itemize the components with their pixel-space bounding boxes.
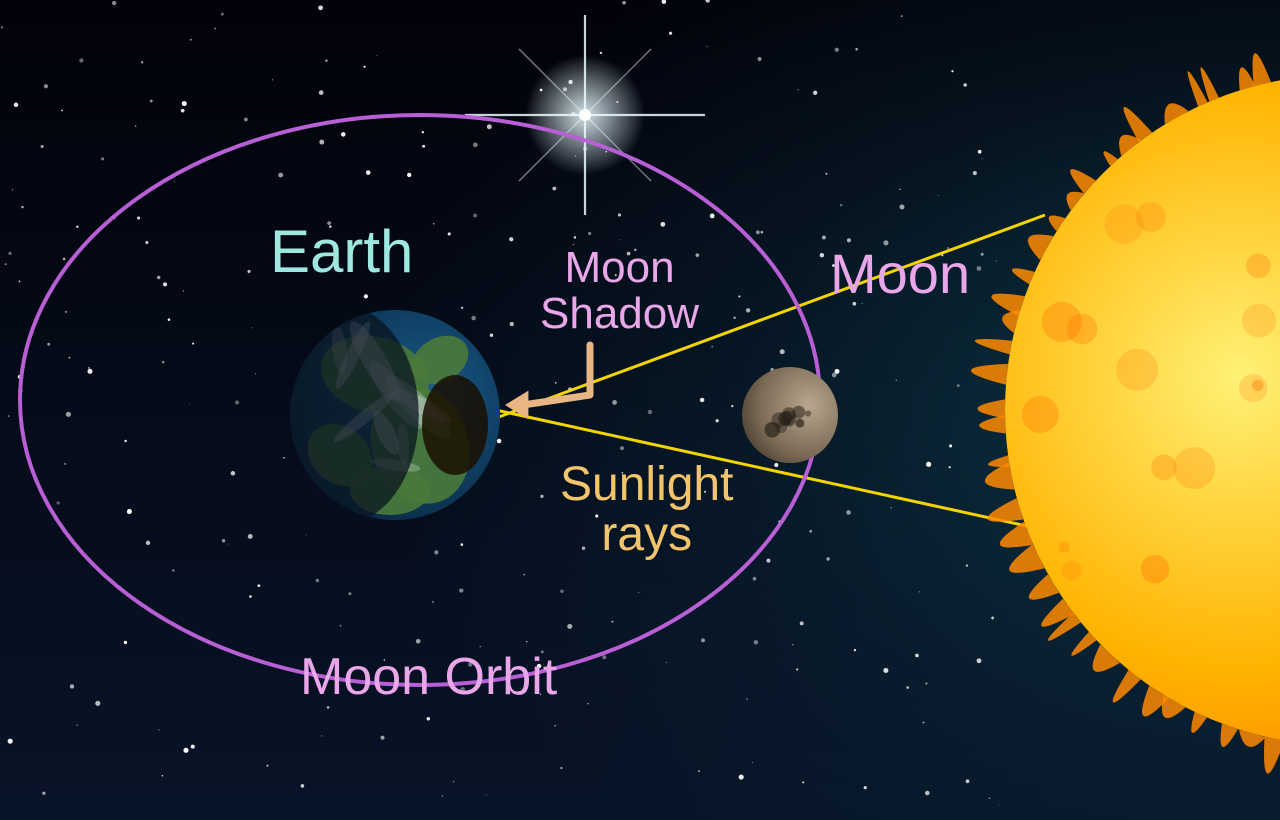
moon-shadow-on-earth — [422, 375, 488, 475]
label-moon-orbit: Moon Orbit — [300, 650, 557, 705]
label-earth: Earth — [270, 220, 413, 283]
label-moon-shadow: Moon Shadow — [540, 245, 699, 337]
moon — [742, 367, 838, 463]
eclipse-diagram: Earth Moon Moon Shadow Sunlight rays Moo… — [0, 0, 1280, 820]
label-moon: Moon — [830, 245, 970, 304]
label-sunlight: Sunlight rays — [560, 460, 733, 561]
diagram-svg — [0, 0, 1280, 820]
